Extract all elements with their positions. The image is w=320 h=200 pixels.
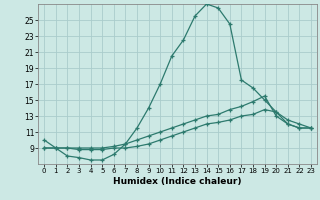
X-axis label: Humidex (Indice chaleur): Humidex (Indice chaleur) (113, 177, 242, 186)
